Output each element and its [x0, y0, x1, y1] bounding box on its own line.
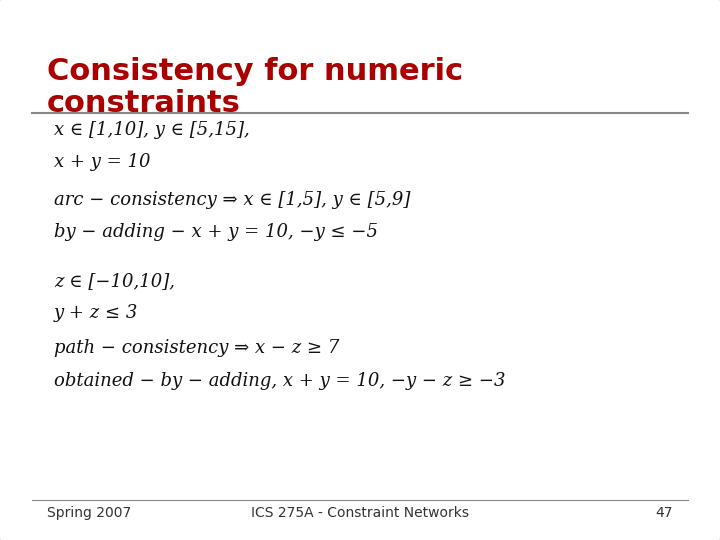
Text: ICS 275A - Constraint Networks: ICS 275A - Constraint Networks: [251, 506, 469, 520]
Text: Spring 2007: Spring 2007: [47, 506, 131, 520]
Text: x ∈ [1,10], y ∈ [5,15],: x ∈ [1,10], y ∈ [5,15],: [54, 120, 250, 139]
Text: Consistency for numeric: Consistency for numeric: [47, 57, 463, 86]
Text: y + z ≤ 3: y + z ≤ 3: [54, 304, 138, 322]
Text: obtained − by − adding, x + y = 10, −y − z ≥ −3: obtained − by − adding, x + y = 10, −y −…: [54, 372, 505, 390]
Text: constraints: constraints: [47, 89, 240, 118]
Text: by − adding − x + y = 10, −y ≤ −5: by − adding − x + y = 10, −y ≤ −5: [54, 223, 378, 241]
Text: 47: 47: [656, 506, 673, 520]
Text: z ∈ [−10,10],: z ∈ [−10,10],: [54, 272, 175, 290]
Text: path − consistency ⇒ x − z ≥ 7: path − consistency ⇒ x − z ≥ 7: [54, 339, 339, 357]
Text: x + y = 10: x + y = 10: [54, 153, 150, 171]
Text: arc − consistency ⇒ x ∈ [1,5], y ∈ [5,9]: arc − consistency ⇒ x ∈ [1,5], y ∈ [5,9]: [54, 191, 410, 209]
